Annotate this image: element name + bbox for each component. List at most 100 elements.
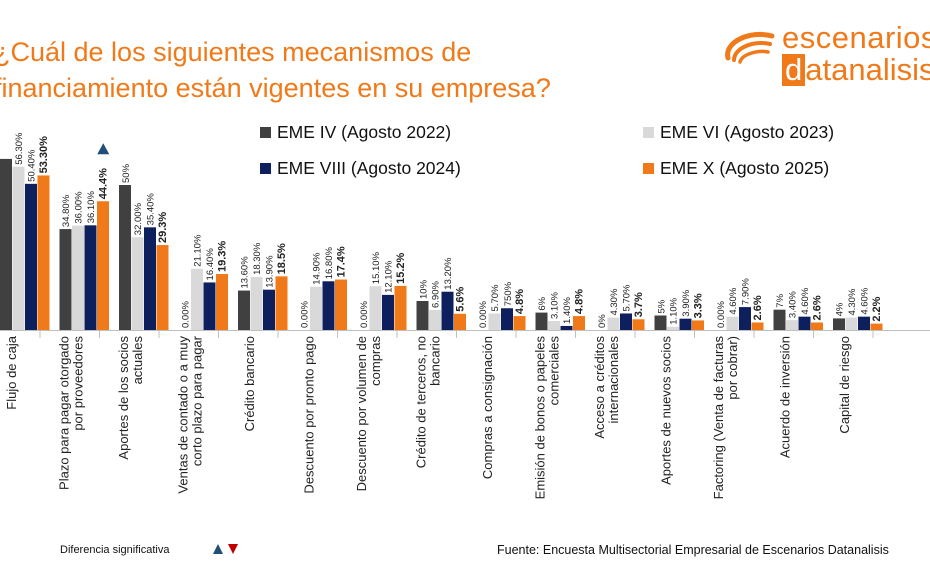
legend-label-eme8: EME VIII (Agosto 2024) (277, 158, 461, 178)
data-label-eme6: 5.70% (490, 284, 501, 311)
chart-title: ¿Cuál de los siguientes mecanismos de fi… (0, 34, 694, 106)
bar-eme4 (833, 318, 845, 330)
bar-eme10 (335, 279, 347, 330)
data-label-eme4: 0.00% (359, 301, 370, 328)
category-label-line: compras (368, 336, 383, 386)
bar-eme6 (131, 237, 144, 330)
bar-eme8 (501, 308, 513, 330)
bar-eme10 (811, 322, 823, 330)
bar-eme6 (72, 225, 84, 330)
data-label-eme10: 44.4% (98, 168, 110, 199)
significance-legend-label: Diferencia significativa (60, 544, 170, 556)
bar-eme10 (275, 276, 288, 330)
data-label-eme6: 36.00% (74, 191, 85, 224)
category-label-line: Capital de riesgo (837, 336, 852, 434)
category-label-line: por proveedores (70, 336, 85, 431)
data-label-eme8: 36.10% (86, 191, 97, 224)
category-label: Flujo de caja (4, 335, 19, 409)
legend-swatch-eme4 (260, 127, 271, 138)
bar-eme6 (12, 166, 25, 330)
bar-eme8 (620, 313, 632, 330)
bar-eme6 (786, 320, 798, 330)
category-label: Descuento por pronto pago (301, 336, 316, 494)
category-label-line: Aportes de los socios (116, 336, 131, 460)
bar-eme8 (560, 325, 573, 330)
chart-title-line-2: financiamiento están vigentes en su empr… (0, 73, 551, 103)
bar-eme10 (37, 175, 50, 330)
legend-item-eme10: EME X (Agosto 2025) (643, 158, 829, 179)
category-label-line: Ventas de contado o a muy (175, 336, 190, 494)
data-label-eme8: 12.10% (384, 260, 395, 293)
category-label: Aportes de nuevos socios (658, 336, 673, 485)
data-label-eme4: 50% (121, 163, 132, 183)
data-label-eme4: 0.00% (299, 301, 310, 328)
logo-swirl-icon (725, 32, 775, 64)
category-label: Factoring (Venta de facturaspor cobrar) (711, 336, 740, 500)
data-label-eme4: 6% (537, 296, 548, 310)
category-label-line: Descuento por pronto pago (301, 336, 316, 494)
data-label-eme6: 15.10% (371, 251, 382, 284)
data-label-eme10: 53.30% (38, 136, 50, 174)
category-label-line: Plazo para pagar otorgado (56, 336, 71, 490)
data-label-eme8: 4.60% (860, 287, 871, 314)
logo-line-2: datanalisis (782, 52, 930, 88)
bar-eme10 (454, 313, 466, 330)
bar-eme4 (535, 312, 548, 330)
data-label-eme10: 18.5% (276, 243, 288, 274)
category-label-line: Acceso a créditos (592, 336, 607, 439)
data-label-eme6: 14.90% (312, 252, 323, 285)
category-label-line: actuales (130, 336, 145, 385)
data-label-eme8: 750% (503, 281, 514, 306)
source-note: Fuente: Encuesta Multisectorial Empresar… (497, 543, 889, 557)
data-label-eme8: 16.40% (205, 248, 216, 281)
bar-eme6 (488, 313, 501, 330)
data-label-eme4: 4% (835, 302, 846, 316)
data-label-eme4: 34.80% (61, 194, 72, 227)
category-label-line: internacionales (606, 336, 621, 424)
category-label-line: comerciales (546, 336, 561, 406)
logo-line-1: escenarios (782, 20, 930, 55)
significance-up-icon (213, 544, 223, 554)
data-label-eme6: 21.10% (193, 234, 204, 267)
category-label-line: Descuento por volumen de (354, 336, 369, 491)
data-label-eme10: 17.4% (336, 246, 348, 277)
data-label-eme10: 19.3% (217, 241, 229, 272)
data-label-eme8: 35.40% (146, 193, 157, 226)
legend-item-eme6: EME VI (Agosto 2023) (643, 122, 834, 143)
category-label-line: Aportes de nuevos socios (658, 336, 673, 485)
bar-eme6 (607, 317, 620, 330)
data-label-eme10: 3.7% (633, 292, 645, 317)
category-label-line: Crédito bancario (242, 336, 257, 431)
data-label-eme6: 1.10% (669, 297, 680, 324)
data-label-eme10: 4.8% (514, 289, 526, 314)
bar-eme10 (216, 274, 228, 330)
data-label-eme4: 0.00% (478, 301, 489, 328)
data-label-eme8: 13.20% (443, 257, 454, 290)
data-label-eme6: 4.60% (728, 287, 739, 314)
data-label-eme10: 3.3% (693, 293, 705, 318)
category-label: Acuerdo de inversión (777, 336, 792, 458)
data-label-eme8: 7.90% (741, 278, 752, 305)
bar-eme10 (573, 316, 585, 330)
category-label-line: Flujo de caja (4, 335, 19, 409)
data-label-eme8: 4.60% (800, 287, 811, 314)
category-label: Descuento por volumen decompras (354, 336, 383, 492)
legend-label-eme10: EME X (Agosto 2025) (660, 158, 830, 178)
legend-item-eme8: EME VIII (Agosto 2024) (260, 158, 461, 179)
bar-eme8 (679, 318, 692, 330)
bar-eme6 (250, 276, 263, 330)
category-label: Emisión de bonos o papelescomerciales (532, 336, 561, 500)
data-label-eme8: 50.40% (27, 149, 38, 182)
bar-eme8 (798, 316, 811, 330)
legend-label-eme6: EME VI (Agosto 2023) (660, 122, 835, 142)
bar-eme6 (310, 286, 322, 330)
bar-eme10 (751, 322, 764, 330)
category-label: Crédito de terceros, nobancario (413, 336, 442, 468)
data-label-eme10: 29.3% (157, 212, 169, 243)
data-label-eme10: 5.6% (455, 286, 467, 311)
data-label-eme10: 4.8% (574, 289, 586, 314)
legend-swatch-eme10 (643, 163, 654, 174)
legend-item-eme4: EME IV (Agosto 2022) (260, 122, 451, 143)
legend-swatch-eme6 (643, 127, 654, 138)
bar-eme10 (513, 316, 526, 330)
